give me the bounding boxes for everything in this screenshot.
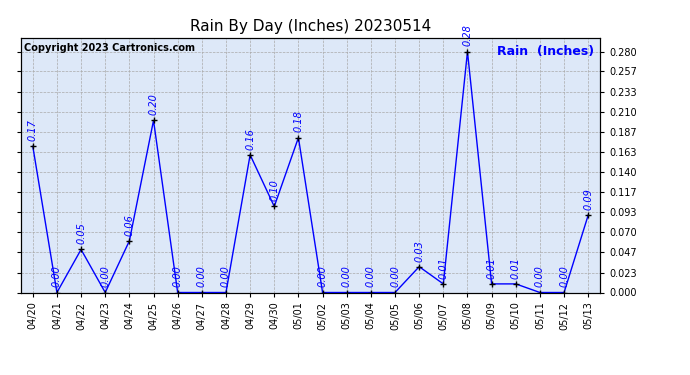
Title: Rain By Day (Inches) 20230514: Rain By Day (Inches) 20230514 (190, 18, 431, 33)
Text: 0.06: 0.06 (124, 214, 135, 236)
Text: 0.28: 0.28 (462, 25, 473, 46)
Text: 0.20: 0.20 (148, 93, 159, 115)
Text: 0.09: 0.09 (583, 188, 593, 210)
Text: 0.00: 0.00 (221, 266, 231, 287)
Text: 0.03: 0.03 (414, 240, 424, 261)
Text: 0.00: 0.00 (390, 266, 400, 287)
Text: 0.01: 0.01 (486, 257, 497, 279)
Text: 0.00: 0.00 (559, 266, 569, 287)
Text: 0.16: 0.16 (245, 128, 255, 150)
Text: Copyright 2023 Cartronics.com: Copyright 2023 Cartronics.com (23, 43, 195, 52)
Text: 0.01: 0.01 (438, 257, 449, 279)
Text: 0.10: 0.10 (269, 179, 279, 201)
Text: 0.00: 0.00 (366, 266, 376, 287)
Text: 0.00: 0.00 (52, 266, 62, 287)
Text: 0.05: 0.05 (76, 222, 86, 245)
Text: 0.00: 0.00 (342, 266, 352, 287)
Text: 0.01: 0.01 (511, 257, 521, 279)
Text: 0.18: 0.18 (293, 111, 304, 132)
Text: Rain  (Inches): Rain (Inches) (497, 45, 595, 58)
Text: 0.00: 0.00 (535, 266, 545, 287)
Text: 0.00: 0.00 (172, 266, 183, 287)
Text: 0.00: 0.00 (100, 266, 110, 287)
Text: 0.00: 0.00 (197, 266, 207, 287)
Text: 0.00: 0.00 (317, 266, 328, 287)
Text: 0.17: 0.17 (28, 119, 38, 141)
